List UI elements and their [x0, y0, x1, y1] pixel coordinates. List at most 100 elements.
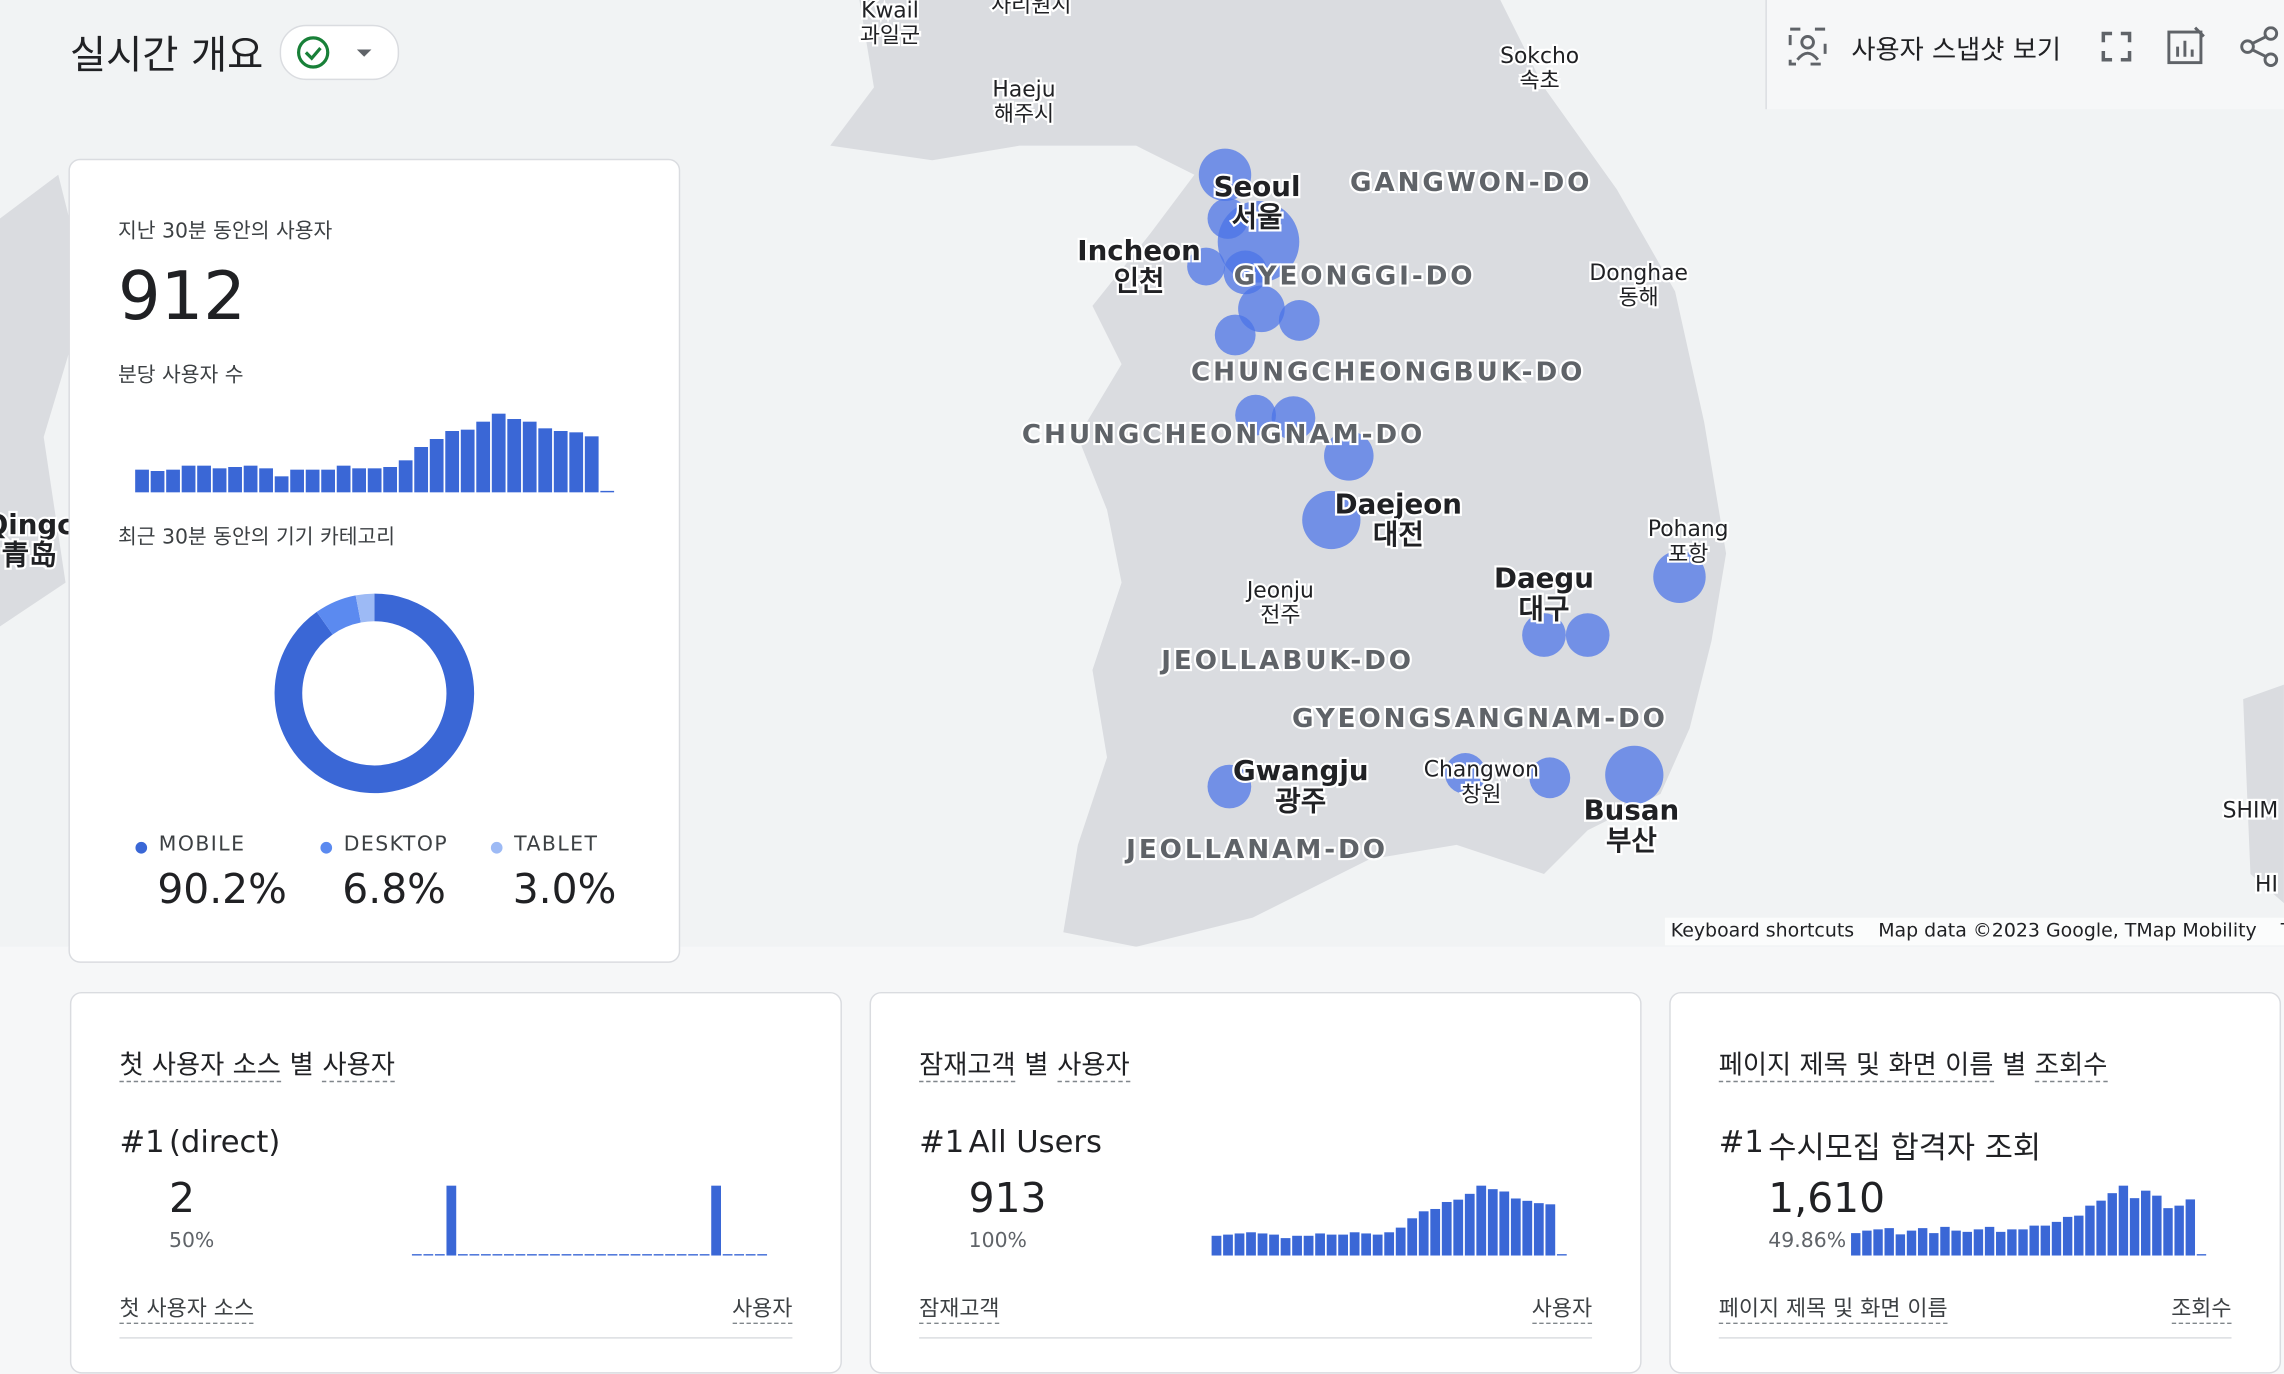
rank: #1: [1718, 1124, 1764, 1160]
bar: [607, 1254, 618, 1256]
bar: [1940, 1226, 1950, 1256]
bar: [734, 1254, 745, 1256]
bar: [1361, 1233, 1372, 1256]
bar: [1441, 1201, 1452, 1256]
bar: [569, 432, 584, 493]
bar: [1476, 1185, 1487, 1256]
user-bubble: [1565, 613, 1610, 657]
snapshot-button[interactable]: 사용자 스냅샷 보기: [1851, 34, 2061, 66]
bar: [522, 421, 537, 493]
map-label-local: 광주: [1275, 785, 1326, 818]
bar: [1223, 1234, 1233, 1256]
map-terms[interactable]: Terms: [2281, 921, 2284, 943]
map-label-local: 속초: [1520, 69, 1560, 94]
card-title: 첫 사용자 소스 별 사용자: [119, 1044, 403, 1083]
share-icon[interactable]: [2239, 26, 2283, 68]
map-label: Seoul: [1214, 170, 1301, 203]
bar: [446, 1185, 457, 1256]
bar: [469, 1254, 480, 1256]
fullscreen-icon[interactable]: [2099, 29, 2134, 64]
bar: [1973, 1229, 1984, 1256]
bar: [2096, 1200, 2106, 1256]
legend-dot: [320, 841, 333, 854]
column-right: 사용자: [1531, 1292, 1593, 1325]
bar: [2040, 1225, 2051, 1256]
map-label: Kwail: [861, 0, 919, 24]
snapshot-icon[interactable]: [1787, 26, 1828, 67]
bar: [1464, 1193, 1475, 1256]
bar: [2174, 1205, 2184, 1256]
card-title-part: 페이지 제목 및 화면 이름: [1718, 1050, 1994, 1083]
bar: [527, 1254, 537, 1256]
bar: [1315, 1233, 1325, 1256]
map-label: JEOLLANAM-DO: [1124, 835, 1388, 865]
bar: [504, 1254, 514, 1256]
user-bubble: [1605, 745, 1664, 805]
report-card: 페이지 제목 및 화면 이름 별 조회수 #1 수시모집 합격자 조회 1,610 49.8…: [1669, 991, 2282, 1374]
bar: [383, 467, 398, 493]
bar: [434, 1254, 445, 1256]
bar: [584, 436, 599, 493]
bar: [1929, 1233, 1939, 1256]
bar: [1499, 1191, 1510, 1256]
map-label: Haeju: [992, 77, 1055, 102]
bar: [305, 469, 320, 493]
bar: [600, 490, 615, 493]
bar: [1395, 1227, 1406, 1256]
bar: [166, 469, 180, 493]
edit-report-icon[interactable]: [2166, 25, 2207, 66]
map-label: GYEONGSANGNAM-DO: [1292, 704, 1668, 734]
map-label: Donghae: [1589, 261, 1687, 286]
top-value: 1,610: [1768, 1174, 1886, 1223]
bar: [480, 1254, 491, 1256]
bar: [642, 1254, 652, 1256]
bar: [1372, 1234, 1383, 1256]
map-label-local: 창원: [1461, 782, 1501, 807]
bar: [2129, 1198, 2140, 1256]
card-title-part: 별: [289, 1050, 314, 1081]
bar: [460, 429, 475, 493]
column-right: 사용자: [732, 1292, 793, 1325]
bar: [515, 1254, 526, 1256]
bar: [653, 1254, 664, 1256]
bar: [699, 1254, 710, 1256]
bar: [722, 1254, 733, 1256]
status-dropdown[interactable]: [279, 24, 400, 81]
bar: [1234, 1233, 1245, 1256]
map-label: Jeonju: [1245, 578, 1314, 603]
bar: [197, 465, 211, 493]
bar: [2185, 1199, 2196, 1256]
users-card: 지난 30분 동안의 사용자 912 분당 사용자 수 최근 30분 동안의 기…: [68, 158, 681, 963]
bar: [274, 476, 289, 493]
donut-segment: [274, 593, 475, 794]
user-bubble: [1444, 753, 1486, 794]
bar: [1338, 1234, 1348, 1256]
rank: #1: [919, 1124, 965, 1160]
card-title-part: 사용자: [322, 1050, 395, 1083]
report-card: 첫 사용자 소스 별 사용자 #1 (direct) 2 50% 첫 사용자 소스 사용자: [69, 991, 842, 1374]
bar: [630, 1254, 641, 1256]
bar: [445, 431, 460, 493]
bar: [2051, 1221, 2062, 1256]
top-share: 49.86%: [1768, 1229, 1847, 1253]
bar: [573, 1254, 583, 1256]
bar: [745, 1254, 756, 1256]
bar: [1884, 1228, 1894, 1256]
bar: [676, 1254, 687, 1256]
legend-label: MOBILE: [158, 833, 246, 857]
bar: [135, 469, 149, 493]
map-label: Qingc: [0, 508, 74, 541]
land: [830, 0, 1727, 947]
map-shortcuts[interactable]: Keyboard shortcuts: [1670, 920, 1855, 943]
user-bubble: [1278, 300, 1320, 341]
user-bubble: [1223, 250, 1268, 295]
top-name: All Users: [968, 1124, 1102, 1160]
users-total: 912: [117, 256, 246, 336]
user-bubble: [1302, 490, 1361, 550]
bar: [2085, 1205, 2095, 1256]
legend-dot: [135, 841, 148, 854]
map-label: Daegu: [1494, 562, 1594, 595]
bar: [1962, 1231, 1972, 1256]
user-bubble: [1522, 613, 1566, 657]
bar: [1556, 1254, 1567, 1256]
